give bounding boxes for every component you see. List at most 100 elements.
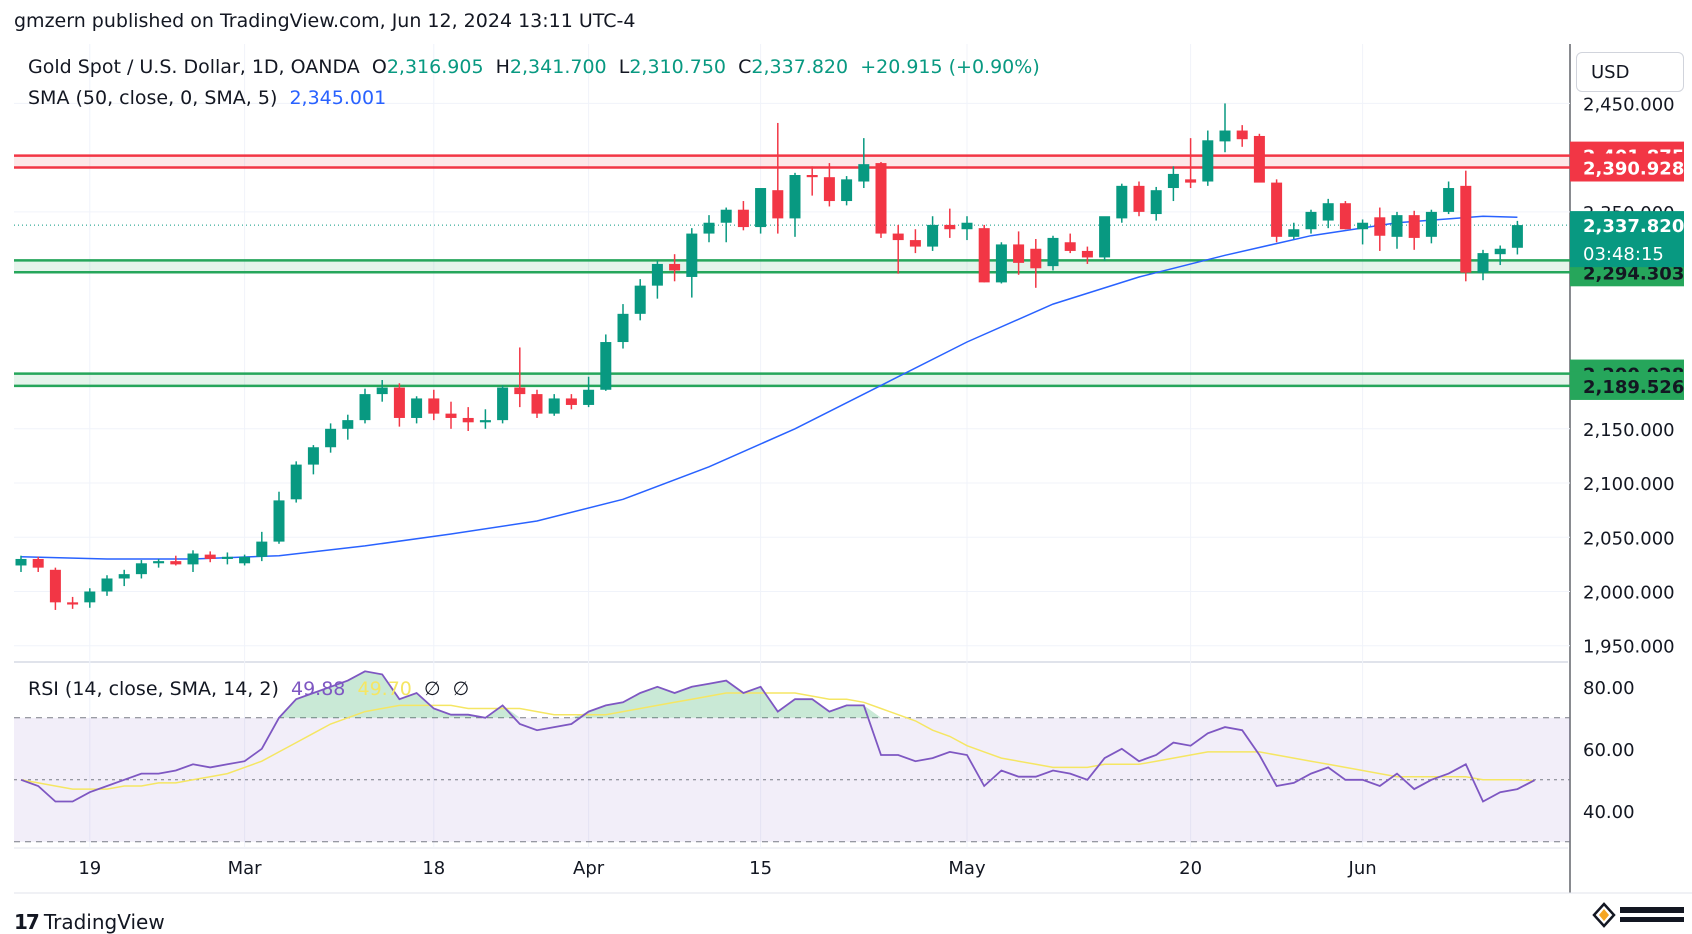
- level-price-label: 2,390.928: [1583, 158, 1684, 179]
- candle-body: [841, 179, 853, 202]
- candle: [1219, 103, 1231, 153]
- candle: [67, 596, 79, 609]
- candle: [1374, 207, 1386, 251]
- candle-body: [1271, 182, 1283, 237]
- candle-body: [995, 244, 1007, 283]
- candle-body: [1391, 215, 1403, 237]
- candle: [686, 228, 698, 298]
- time-tick-label: 15: [749, 858, 772, 879]
- candle: [359, 388, 371, 424]
- candle: [1322, 198, 1334, 229]
- change-value: +20.915 (+0.90%): [860, 56, 1040, 78]
- open-label: O: [371, 56, 387, 78]
- candle-body: [755, 188, 767, 228]
- candle: [1253, 133, 1265, 183]
- rsi-legend[interactable]: RSI (14, close, SMA, 14, 2) 49.88 49.70 …: [28, 678, 469, 700]
- time-tick-label: 19: [78, 858, 101, 879]
- candle: [1271, 179, 1283, 243]
- candle-body: [462, 417, 474, 423]
- publisher-line: gmzern published on TradingView.com, Jun…: [14, 10, 636, 32]
- candle: [497, 385, 509, 424]
- symbol-title[interactable]: Gold Spot / U.S. Dollar, 1D, OANDA: [28, 56, 360, 78]
- time-tick-label: Mar: [228, 858, 263, 879]
- candle-body: [651, 263, 663, 286]
- candle-body: [823, 177, 835, 202]
- candle: [101, 575, 113, 596]
- candle: [892, 224, 904, 274]
- candle: [583, 376, 595, 408]
- candle: [290, 461, 302, 503]
- candle-body: [376, 387, 388, 395]
- rsi-tick-label: 80.00: [1583, 678, 1635, 699]
- candle-body: [978, 228, 990, 283]
- sma-legend[interactable]: SMA (50, close, 0, SMA, 5) 2,345.001: [28, 87, 386, 109]
- candle-body: [892, 233, 904, 241]
- candle-body: [411, 398, 423, 418]
- candle-body: [617, 313, 629, 343]
- candle-body: [531, 394, 543, 414]
- level-zone: [14, 155, 1570, 168]
- candle: [1339, 201, 1351, 230]
- time-tick-label: May: [948, 858, 986, 879]
- low-label: L: [618, 56, 630, 78]
- high-value: 2,341.700: [509, 56, 607, 78]
- rsi-overbought-fill: [21, 671, 1535, 718]
- tradingview-logo[interactable]: 17 TradingView: [14, 910, 165, 934]
- candle-body: [1460, 185, 1472, 273]
- candle: [1443, 181, 1455, 215]
- sma-value: 2,345.001: [289, 87, 387, 109]
- level-price-label: 2,189.526: [1583, 377, 1684, 398]
- candle-body: [1030, 248, 1042, 269]
- rsi-tick-label: 60.00: [1583, 740, 1635, 761]
- candle-body: [1013, 244, 1025, 263]
- candle-body: [1047, 237, 1059, 267]
- candle: [1236, 125, 1248, 147]
- candle: [720, 207, 732, 243]
- candle: [1202, 130, 1214, 186]
- candle-body: [1253, 135, 1265, 183]
- candle-body: [1150, 190, 1162, 215]
- candle: [1099, 216, 1111, 261]
- candle: [1116, 183, 1128, 223]
- currency-button[interactable]: USD: [1576, 52, 1684, 92]
- candle-body: [944, 224, 956, 230]
- candle: [600, 334, 612, 391]
- candle: [84, 588, 96, 608]
- candle-body: [720, 209, 732, 223]
- candle-body: [1494, 248, 1506, 255]
- candle: [772, 122, 784, 234]
- candle: [1494, 245, 1506, 266]
- candle-body: [703, 222, 715, 234]
- candle: [1167, 166, 1179, 202]
- level-zone: [14, 260, 1570, 273]
- candle-body: [1185, 179, 1197, 183]
- candle-body: [393, 387, 405, 418]
- candle: [875, 161, 887, 238]
- time-tick-label: Apr: [573, 858, 605, 879]
- candle: [548, 394, 560, 416]
- candle: [15, 555, 27, 572]
- candle-body: [49, 569, 61, 603]
- candle-body: [686, 233, 698, 277]
- candle: [1185, 138, 1197, 189]
- candle-body: [221, 556, 233, 559]
- symbol-legend: Gold Spot / U.S. Dollar, 1D, OANDA O 2,31…: [28, 56, 1040, 78]
- candle-body: [772, 190, 784, 219]
- low-value: 2,310.750: [629, 56, 727, 78]
- candle-body: [1425, 211, 1437, 237]
- candle-body: [359, 394, 371, 421]
- candle: [634, 279, 646, 321]
- candle: [342, 414, 354, 440]
- rsi-sma-line: [20, 692, 1535, 790]
- candle: [789, 172, 801, 237]
- candle: [651, 260, 663, 299]
- candle-body: [325, 428, 337, 448]
- rsi-tick-label: 40.00: [1583, 802, 1635, 823]
- candle-body: [669, 263, 681, 271]
- candle-body: [1081, 250, 1093, 258]
- sma-label: SMA (50, close, 0, SMA, 5): [28, 87, 278, 109]
- candle: [909, 229, 921, 254]
- candle-body: [67, 602, 79, 605]
- candle: [1150, 186, 1162, 221]
